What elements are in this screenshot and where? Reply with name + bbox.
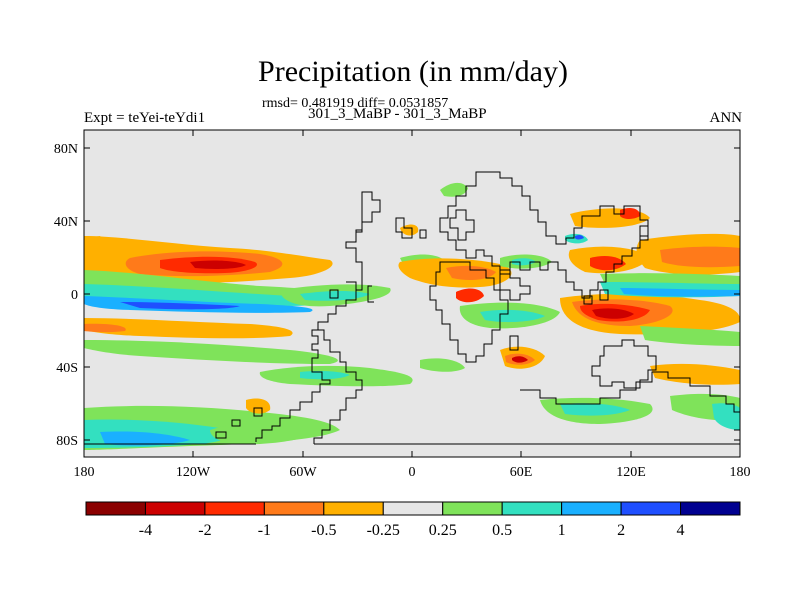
colorbar-label: -1 [258, 522, 271, 539]
contour-afr-red [456, 288, 484, 303]
contour-safr-green [420, 358, 465, 372]
outline-arabia [499, 269, 531, 301]
continent-outlines [84, 171, 740, 445]
colorbar-label: 0.25 [429, 522, 457, 539]
contour-spac-green [84, 340, 338, 364]
outline-japan [639, 225, 649, 241]
lon-label-60e: 60E [510, 465, 533, 480]
colorbar: -4 -2 -1 -0.5 -0.25 0.25 0.5 1 2 4 [85, 501, 741, 539]
colorbar-label: 0.5 [492, 522, 512, 539]
colorbar-swatch [620, 501, 682, 516]
colorbar-swatch [144, 501, 206, 516]
outline-greenland [395, 217, 427, 239]
lat-tick-marks [84, 147, 740, 441]
contour-sam-orange [246, 398, 271, 414]
lat-label-80s: 80S [56, 434, 78, 449]
contour-atl-cyan [300, 291, 370, 301]
outline-central-america [329, 281, 374, 303]
colorbar-swatch [442, 501, 503, 516]
contour-natl-green [440, 182, 468, 197]
lon-label-120e: 120E [616, 465, 646, 480]
contour-io-cyan [480, 309, 545, 323]
outline-se-asia [583, 289, 609, 305]
outline-africa [429, 261, 509, 363]
stats-line: rmsd= 0.481919 diff= 0.0531857 [262, 96, 449, 111]
outline-eurasia [439, 171, 649, 299]
contour-asia-blue [575, 234, 584, 240]
colorbar-label: 1 [558, 522, 566, 539]
lat-label-40s: 40S [56, 361, 78, 376]
lat-label-80n: 80N [54, 142, 78, 157]
colorbar-label: 4 [677, 522, 685, 539]
contour-spac-orange [84, 318, 293, 339]
colorbar-swatch [561, 501, 622, 516]
precipitation-anomaly-field [84, 182, 740, 450]
outline-madagascar [509, 335, 519, 351]
outline-scandinavia [449, 209, 475, 241]
contour-so-east-cyan2 [712, 403, 740, 430]
colorbar-label: -0.5 [311, 522, 336, 539]
contour-eur-orange [400, 224, 419, 236]
contour-sam-cyan [300, 371, 350, 380]
colorbar-label: -4 [139, 522, 152, 539]
contour-spac-darkorange [84, 323, 126, 333]
contour-so-east-cyan [560, 403, 630, 416]
contour-ctpac-lightblue [620, 288, 740, 297]
colorbar-swatch [204, 501, 265, 516]
lon-label-60w: 60W [289, 465, 317, 480]
contour-ctpac-darkorange [660, 246, 740, 268]
colorbar-label: 2 [617, 522, 625, 539]
contour-so-east-orange [650, 363, 740, 385]
experiment-label: Expt = teYei-teYdi1 [84, 110, 206, 126]
contour-so-lightblue [100, 431, 190, 446]
colorbar-swatch [680, 501, 741, 516]
lat-label-40n: 40N [54, 215, 78, 230]
contour-npac-darkred [190, 260, 246, 269]
colorbar-swatch [263, 501, 325, 516]
season-label: ANN [709, 110, 743, 126]
contour-ctpac-green2 [640, 326, 740, 346]
contour-safr-red [512, 356, 528, 363]
subtitle: 301_3_MaBP - 301_3_MaBP [308, 106, 487, 122]
lon-label-0: 0 [409, 465, 416, 480]
lon-label-120w: 120W [176, 465, 211, 480]
colorbar-swatch [85, 501, 146, 516]
contour-sam-south-green [210, 419, 322, 445]
outline-south-america [215, 329, 363, 444]
outline-australia [591, 339, 657, 389]
contour-eqpac-blue [120, 302, 240, 310]
lon-tick-marks [83, 130, 741, 457]
colorbar-swatch [323, 501, 384, 516]
colorbar-swatch [501, 501, 563, 516]
contour-wpac-orange [84, 236, 106, 260]
colorbar-label: -2 [198, 522, 211, 539]
contour-wpac-darkred [592, 308, 634, 319]
colorbar-label: -0.25 [367, 522, 400, 539]
lat-label-0: 0 [71, 288, 78, 303]
contour-asia-red [620, 208, 640, 219]
lon-label-180w: 180 [74, 465, 95, 480]
outline-antarctica [84, 371, 740, 445]
page-title: Precipitation (in mm/day) [258, 55, 568, 88]
contour-afr-darkorange [446, 265, 496, 280]
contour-sasia-red [590, 256, 626, 271]
lon-label-180e: 180 [730, 465, 751, 480]
colorbar-swatch [382, 501, 444, 516]
